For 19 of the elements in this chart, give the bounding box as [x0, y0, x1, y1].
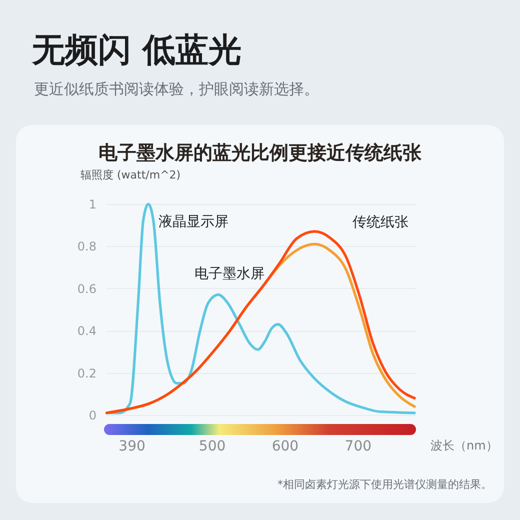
y-tick-label: 1	[88, 198, 96, 212]
y-tick-label: 0	[88, 408, 96, 422]
x-axis-title: 波长（nm）	[430, 438, 498, 452]
series-label: 传统纸张	[352, 214, 409, 230]
y-axis-title: 辐照度 (watt/m^2)	[80, 168, 181, 182]
y-tick-label: 0.6	[77, 282, 96, 296]
y-tick-label: 0.2	[77, 366, 96, 380]
x-tick-label: 390	[118, 438, 146, 454]
text: 电子墨水屏的蓝光比例更接近传统纸张	[98, 141, 422, 166]
x-tick-label: 700	[344, 438, 372, 454]
y-tick-label: 0.4	[77, 324, 96, 338]
chart-subtitle: 更近似纸质书阅读体验，护眼阅读新选择。	[34, 80, 319, 99]
series-label: 电子墨水屏	[194, 266, 265, 282]
series-label: 液晶显示屏	[158, 214, 228, 230]
chart-title: 无频闪 低蓝光	[32, 29, 242, 71]
y-tick-label: 0.8	[77, 240, 96, 254]
x-tick-label: 600	[272, 438, 299, 454]
text: *相同卤素灯光源下使用光谱仪测量的结果。	[278, 477, 492, 492]
x-tick-label: 500	[198, 438, 226, 454]
